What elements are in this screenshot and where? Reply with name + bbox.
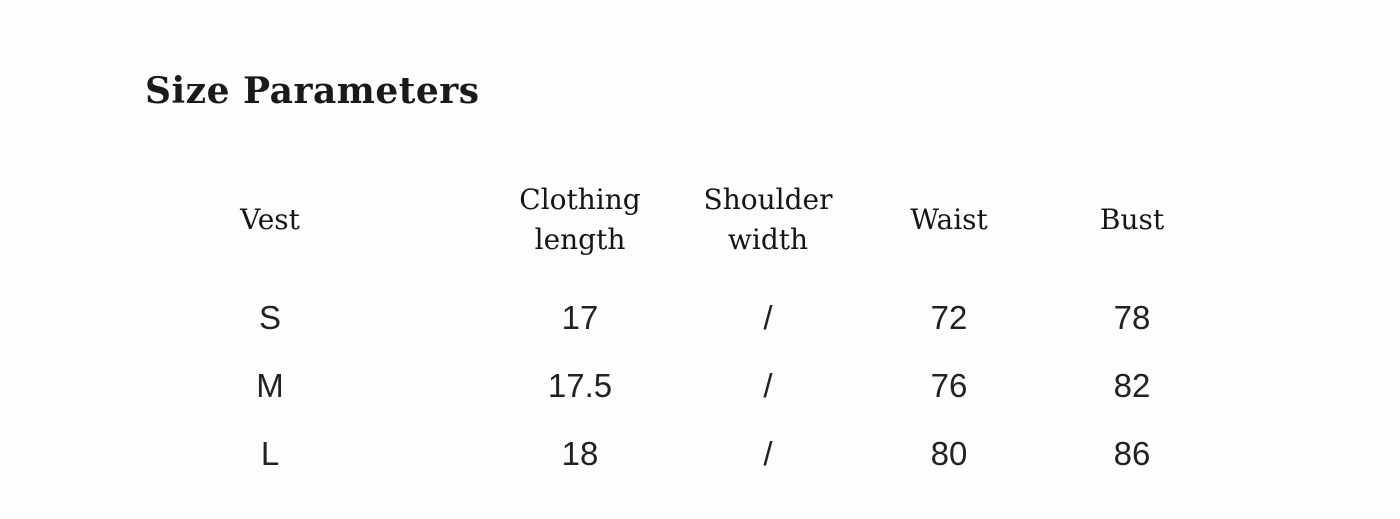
cell-shoulder-width: / [763,367,773,404]
cell-shoulder-width: / [763,435,773,472]
cell-clothing-length: 17 [561,299,599,336]
column-header-line: Bust [1099,203,1165,236]
table-row-size-m: M 17.5 / 76 82 [140,352,1400,420]
cell-clothing-length: 18 [561,435,599,472]
cell-size: M [256,367,284,404]
column-header-line: length [534,223,626,256]
cell-bust: 82 [1113,367,1151,404]
cell-shoulder-width: / [763,299,773,336]
cell-bust: 86 [1113,435,1151,472]
cell-waist: 76 [930,367,968,404]
column-header-shoulder-width: Shoulder width [700,180,836,260]
column-header-line: Waist [910,203,988,236]
table-row-size-s: S 17 / 72 78 [140,284,1400,352]
cell-size: S [258,299,281,336]
table-row-size-l: L 18 / 80 86 [140,420,1400,488]
cell-size: L [260,435,280,472]
table-header-row: Vest Clothing length Shoulder width Wais… [140,180,1400,260]
cell-waist: 72 [930,299,968,336]
size-table: Vest Clothing length Shoulder width Wais… [0,180,1400,488]
column-header-line: width [727,223,809,256]
column-header-line: Vest [240,203,300,236]
column-header-vest: Vest [140,200,400,240]
cell-clothing-length: 17.5 [547,367,613,404]
column-header-waist: Waist [836,200,1062,240]
cell-waist: 80 [930,435,968,472]
cell-bust: 78 [1113,299,1151,336]
column-header-line: Clothing [519,183,641,216]
column-header-bust: Bust [1062,200,1202,240]
column-header-line: Shoulder [703,183,833,216]
section-title: Size Parameters [145,70,480,112]
column-header-clothing-length: Clothing length [460,180,700,260]
